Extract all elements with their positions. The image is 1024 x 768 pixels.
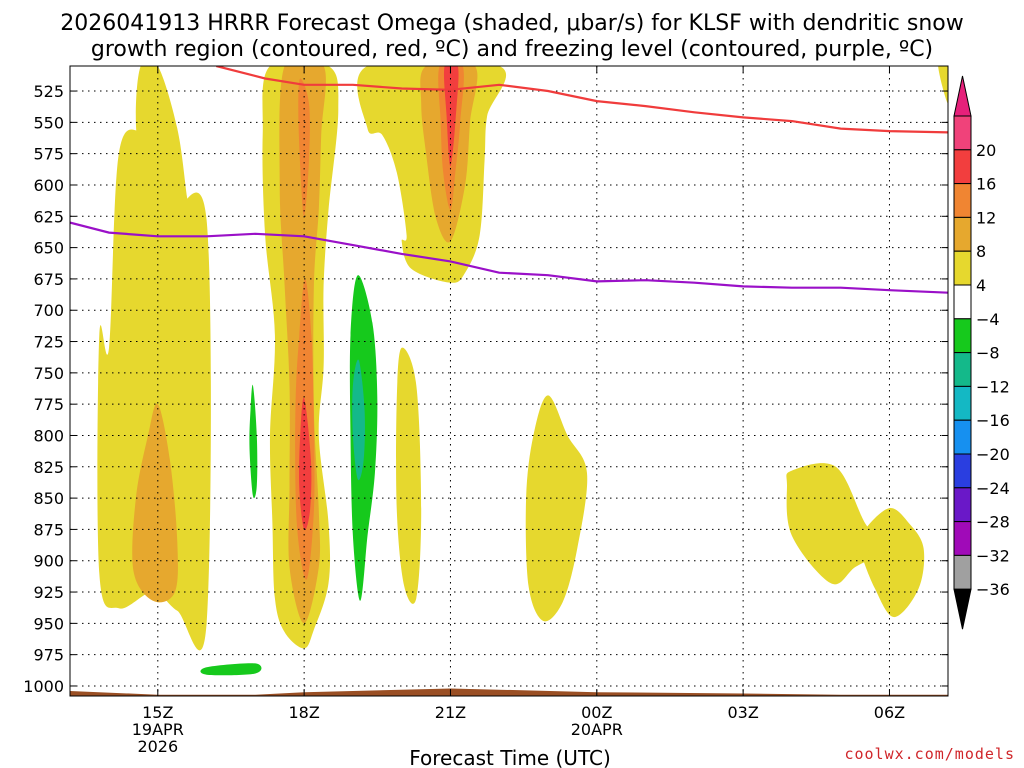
colorbar-swatch (953, 115, 972, 151)
y-tick-label: 825 (33, 458, 64, 477)
omega-region-12-5 (298, 78, 310, 217)
colorbar-swatch (953, 521, 972, 556)
x-tick-label: 15Z (142, 703, 173, 722)
colorbar-swatch (953, 284, 972, 320)
colorbar-swatch (953, 149, 972, 185)
plot-frame (69, 65, 949, 697)
y-tick-label: 550 (33, 113, 64, 132)
colorbar-swatch (953, 183, 972, 218)
y-tick-label: 800 (33, 426, 64, 445)
x-tick-label: 00Z (581, 703, 612, 722)
colorbar-label: −36 (976, 580, 1010, 599)
y-tick-label: 525 (33, 82, 64, 101)
colorbar-swatch (953, 385, 972, 421)
y-tick-label: 1000 (23, 677, 64, 696)
omega-region-4-19 (859, 508, 925, 618)
colorbar-swatch (953, 250, 972, 286)
x-tick-year: 2026 (137, 737, 178, 756)
colorbar: 20 16 12 8 4 −4 −8 −12 −16 −20 −24 −28 −32 −36 (953, 75, 1010, 630)
x-tick-label: 18Z (288, 703, 319, 722)
y-tick-label: 575 (33, 145, 64, 164)
freezing-level-contour (70, 221, 948, 294)
omega-region-16-7 (299, 397, 312, 531)
y-tick-label: 750 (33, 364, 64, 383)
colorbar-label: 16 (976, 175, 996, 194)
colorbar-label: −24 (976, 479, 1010, 498)
omega-region-4-18 (786, 463, 885, 585)
terrain-ground (70, 688, 948, 696)
x-tick-label: 06Z (874, 703, 905, 722)
colorbar-label: −12 (976, 377, 1010, 396)
colorbar-swatch (953, 352, 972, 387)
x-tick-label: 03Z (727, 703, 758, 722)
y-tick-label: 700 (33, 301, 64, 320)
source-credit: coolwx.com/models (844, 745, 1015, 763)
x-axis-label: Forecast Time (UTC) (409, 746, 611, 768)
grid-lines (70, 66, 948, 696)
y-tick-label: 925 (33, 583, 64, 602)
colorbar-label: −8 (976, 344, 1000, 363)
y-tick-label: 625 (33, 207, 64, 226)
omega-region-4-16 (396, 347, 422, 604)
omega-region-4-1 (135, 66, 194, 237)
omega-region--8-13 (352, 359, 365, 481)
colorbar-swatch (953, 453, 972, 489)
colorbar-bottom-arrow (953, 588, 972, 630)
colorbar-label: −4 (976, 310, 1000, 329)
colorbar-label: −20 (976, 445, 1010, 464)
colorbar-label: 20 (976, 141, 996, 160)
y-tick-label: 675 (33, 270, 64, 289)
chart-title-line-1: 2026041913 HRRR Forecast Omega (shaded, … (60, 11, 963, 36)
y-tick-label: 875 (33, 520, 64, 539)
y-tick-label: 650 (33, 239, 64, 258)
x-tick-label: 21Z (435, 703, 466, 722)
colorbar-swatch (953, 554, 972, 590)
colorbar-label: 12 (976, 208, 996, 227)
chart-title-line-2: growth region (contoured, red, ºC) and f… (91, 37, 933, 62)
y-tick-label: 775 (33, 395, 64, 414)
x-tick-date: 19APR (132, 720, 184, 739)
terrain-fill (70, 688, 948, 696)
y-axis-ticks: 525 550 575 600 625 650 675 700 725 750 775 800 825 8… (23, 82, 64, 696)
omega-region--4-14 (249, 384, 258, 499)
colorbar-swatch (953, 419, 972, 455)
y-tick-label: 975 (33, 646, 64, 665)
colorbar-swatch (953, 487, 972, 523)
omega-region-4-17 (525, 395, 588, 622)
y-tick-label: 900 (33, 552, 64, 571)
dendritic-growth-contour (216, 66, 948, 134)
contour-lines (70, 66, 948, 294)
colorbar-label: 8 (976, 242, 986, 261)
omega-region--4-15 (200, 663, 262, 676)
y-tick-label: 950 (33, 614, 64, 633)
plot-area (69, 65, 949, 697)
colorbar-label: −16 (976, 411, 1010, 430)
colorbar-label: 4 (976, 276, 986, 295)
colorbar-label: −28 (976, 513, 1010, 532)
colorbar-swatch (953, 318, 972, 354)
y-tick-label: 725 (33, 333, 64, 352)
omega-region-4-20 (938, 66, 948, 104)
colorbar-top-arrow (953, 75, 972, 117)
y-tick-label: 600 (33, 176, 64, 195)
y-tick-label: 850 (33, 489, 64, 508)
omega-region-8-2 (132, 403, 178, 603)
omega-shading (97, 66, 948, 676)
omega-region-4-0 (97, 129, 211, 651)
colorbar-label: −32 (976, 546, 1010, 565)
colorbar-swatch (953, 216, 972, 252)
x-tick-date: 20APR (571, 720, 623, 739)
